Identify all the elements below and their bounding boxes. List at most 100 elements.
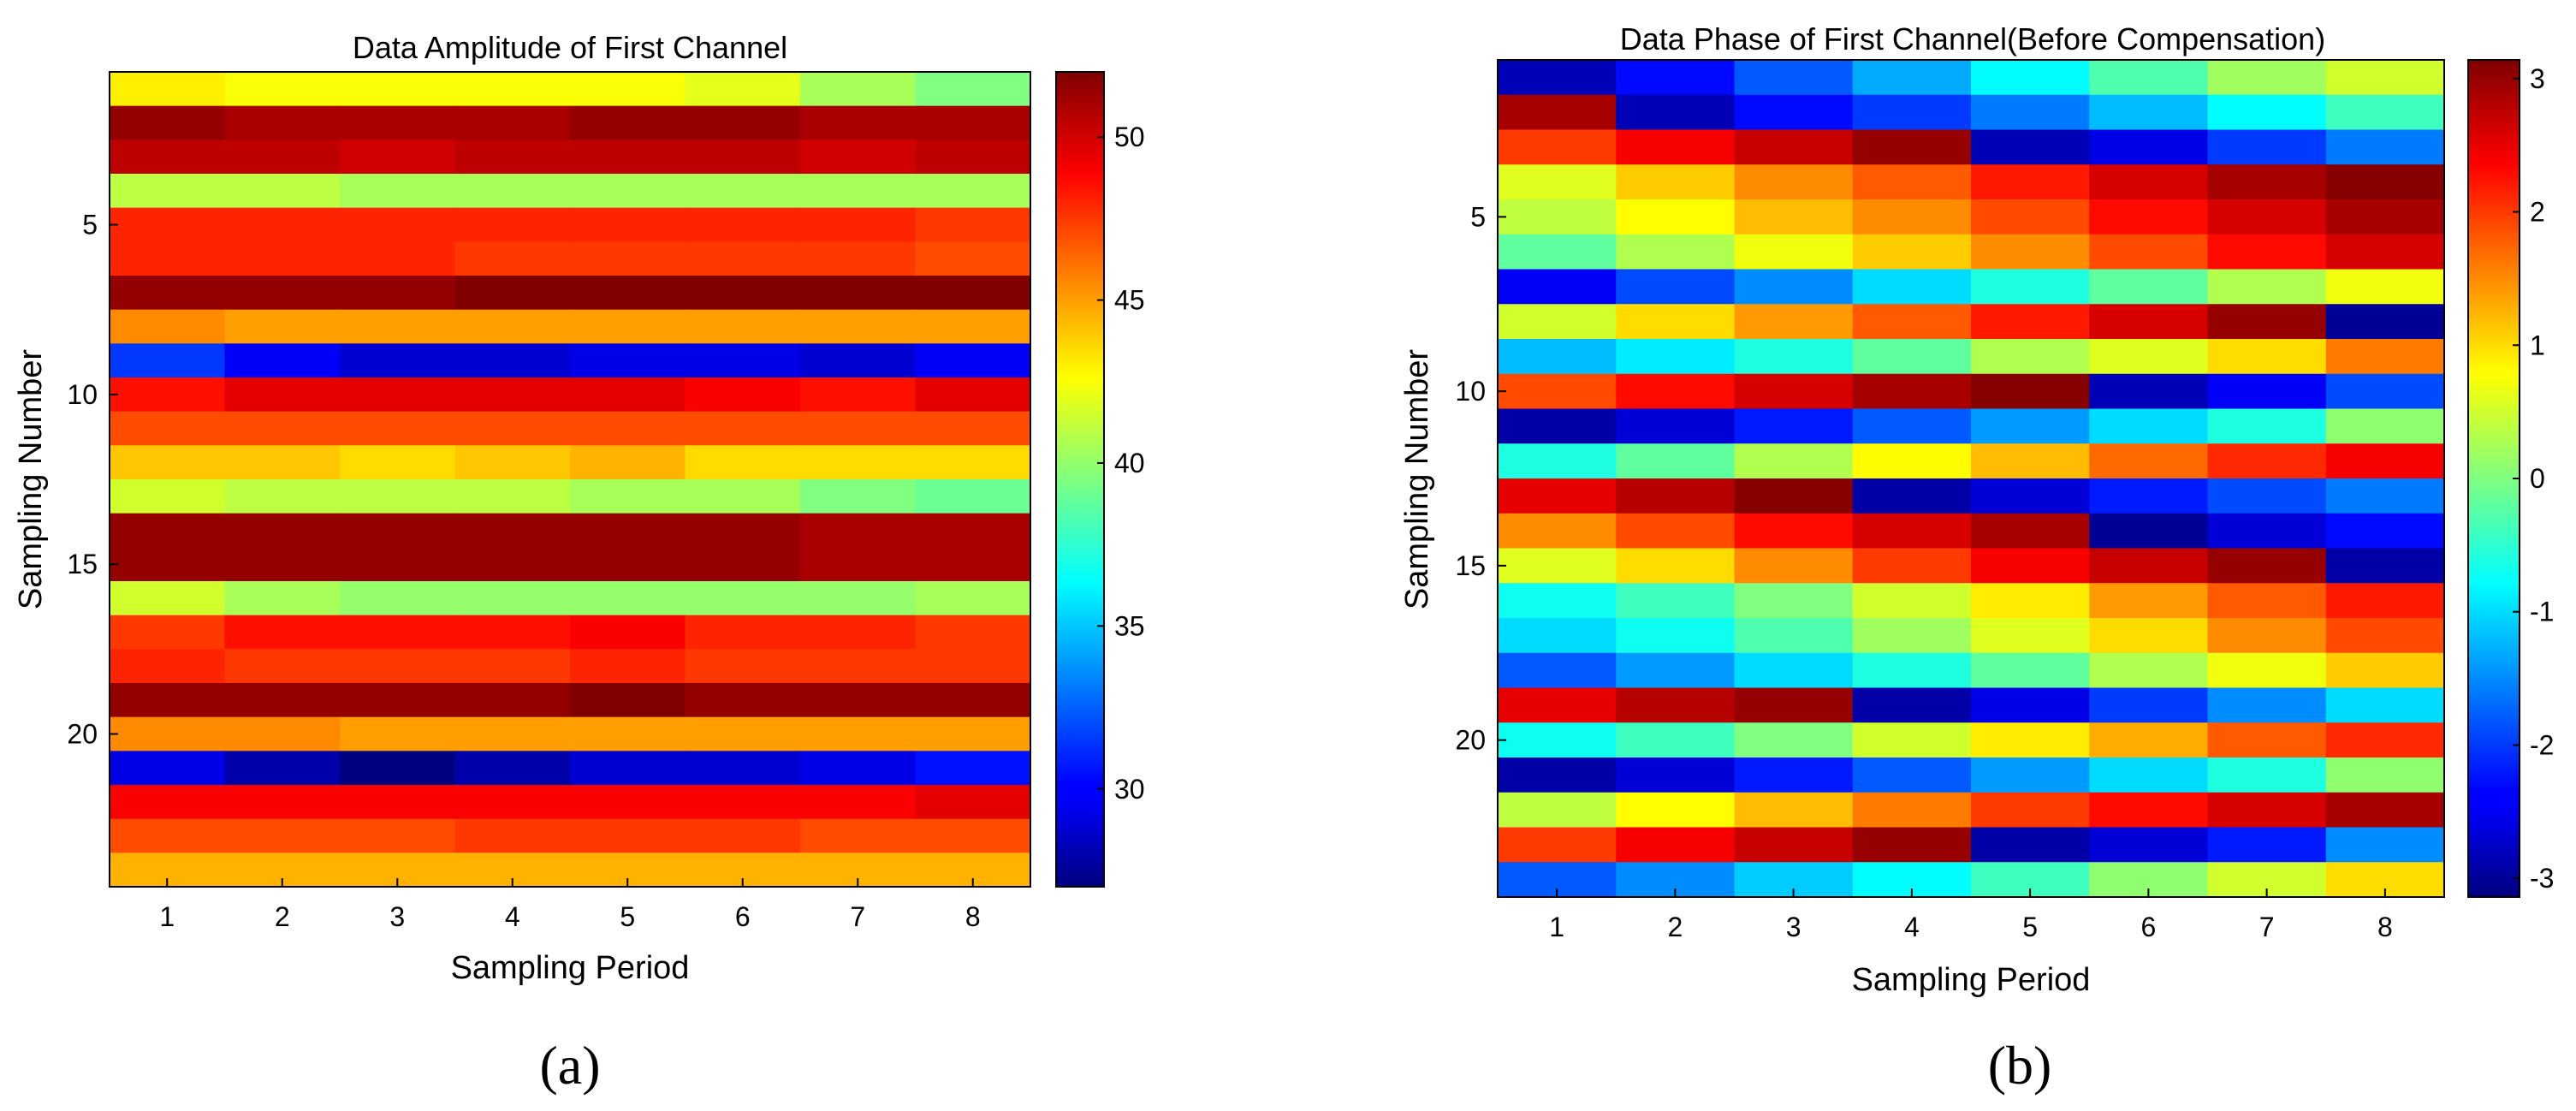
heatmap-cells <box>110 72 1031 888</box>
heatmap-cell <box>2325 583 2445 619</box>
heatmap-cell <box>800 513 917 548</box>
y-tick-label: 20 <box>1455 725 1486 756</box>
heatmap-cell <box>2325 652 2445 689</box>
heatmap-cell <box>800 309 917 344</box>
heatmap-cell <box>800 241 917 276</box>
heatmap-cell <box>1498 234 1617 270</box>
heatmap-cell <box>2207 164 2327 200</box>
heatmap-cell <box>1734 304 1854 340</box>
chart-title: Data Amplitude of First Channel <box>353 30 787 65</box>
heatmap-cell <box>2089 408 2209 444</box>
heatmap-cell <box>2325 164 2445 200</box>
heatmap-cell <box>1616 408 1736 444</box>
heatmap-cell <box>1616 618 1736 654</box>
heatmap-cell <box>1734 652 1854 689</box>
heatmap-cell <box>1852 339 1972 375</box>
heatmap-cell <box>915 241 1031 276</box>
heatmap-cell <box>340 140 456 175</box>
heatmap-cell <box>1971 408 2090 444</box>
x-tick-label: 1 <box>1549 912 1564 942</box>
heatmap-cell <box>2089 304 2209 340</box>
heatmap-cell <box>2089 60 2209 96</box>
heatmap-cell <box>1498 758 1617 793</box>
heatmap-cell <box>454 207 571 242</box>
heatmap-cell <box>1498 548 1617 584</box>
heatmap-cell <box>1971 443 2090 479</box>
heatmap-cell <box>915 174 1031 209</box>
x-tick-label: 8 <box>965 901 981 932</box>
heatmap-cell <box>1971 478 2090 514</box>
heatmap-cell <box>224 140 341 175</box>
heatmap-cell <box>915 276 1031 311</box>
heatmap-cell <box>685 309 801 344</box>
heatmap-cell <box>1616 443 1736 479</box>
heatmap-cell <box>1852 94 1972 131</box>
heatmap-cell <box>800 615 917 650</box>
figure-caption: (a) <box>539 1035 600 1096</box>
y-tick-label: 10 <box>67 379 98 410</box>
heatmap-cell <box>800 174 917 209</box>
heatmap-cell <box>1734 687 1854 723</box>
heatmap-cell <box>454 72 571 107</box>
heatmap-cell <box>110 547 226 582</box>
heatmap-cell <box>1971 339 2090 375</box>
heatmap-cell <box>685 716 801 752</box>
colorbar-tick-label: 35 <box>1114 610 1145 641</box>
colorbar-tick-label: 45 <box>1114 285 1145 316</box>
heatmap-cell <box>1852 164 1972 200</box>
heatmap-cell <box>1852 513 1972 550</box>
heatmap-cell <box>685 649 801 684</box>
colorbar-tick-label: 1 <box>2530 330 2545 360</box>
heatmap-cell <box>2325 548 2445 584</box>
heatmap-cell <box>2207 687 2327 723</box>
heatmap-cell <box>454 513 571 548</box>
heatmap-cell <box>2089 618 2209 654</box>
heatmap-cell <box>800 649 917 684</box>
heatmap-cell <box>110 683 226 718</box>
x-tick-label: 6 <box>2140 912 2156 942</box>
heatmap-cell <box>110 72 226 107</box>
heatmap-cell <box>110 785 226 820</box>
heatmap-cell <box>2207 827 2327 863</box>
heatmap-cell <box>800 785 917 820</box>
heatmap-cell <box>1971 583 2090 619</box>
heatmap-cell <box>340 547 456 582</box>
heatmap-cell <box>1498 60 1617 96</box>
heatmap-cell <box>1734 618 1854 654</box>
heatmap-cell <box>915 377 1031 413</box>
colorbar-tick-label: 50 <box>1114 122 1145 152</box>
heatmap-cell <box>685 818 801 853</box>
x-tick-label: 5 <box>2022 912 2038 942</box>
heatmap-cell <box>2207 722 2327 758</box>
heatmap-cell <box>1616 373 1736 410</box>
heatmap-cell <box>2207 304 2327 340</box>
heatmap-cell <box>1852 129 1972 165</box>
heatmap-cell <box>1971 94 2090 131</box>
heatmap-cell <box>2207 269 2327 305</box>
heatmap-cell <box>2207 478 2327 514</box>
heatmap-cell <box>340 818 456 853</box>
heatmap-cell <box>1852 373 1972 410</box>
heatmap-cell <box>1971 618 2090 654</box>
heatmap-cell <box>1498 478 1617 514</box>
heatmap-cell <box>340 377 456 413</box>
heatmap-cell <box>570 174 686 209</box>
heatmap-cell <box>110 174 226 209</box>
heatmap-cell <box>1616 548 1736 584</box>
heatmap-cell <box>110 445 226 480</box>
heatmap-cell <box>454 445 571 480</box>
heatmap-cell <box>570 377 686 413</box>
heatmap-cell <box>110 411 226 446</box>
heatmap-cell <box>2325 443 2445 479</box>
heatmap-cell <box>1734 269 1854 305</box>
heatmap-cell <box>2325 94 2445 131</box>
heatmap-cell <box>800 479 917 514</box>
x-tick-label: 1 <box>159 901 175 932</box>
heatmap-cell <box>2325 373 2445 410</box>
heatmap-cell <box>110 615 226 650</box>
heatmap-cell <box>1616 339 1736 375</box>
heatmap-cell <box>224 276 341 311</box>
heatmap-cell <box>800 377 917 413</box>
heatmap-cell <box>1734 443 1854 479</box>
figure-caption: (b) <box>1988 1035 2052 1096</box>
